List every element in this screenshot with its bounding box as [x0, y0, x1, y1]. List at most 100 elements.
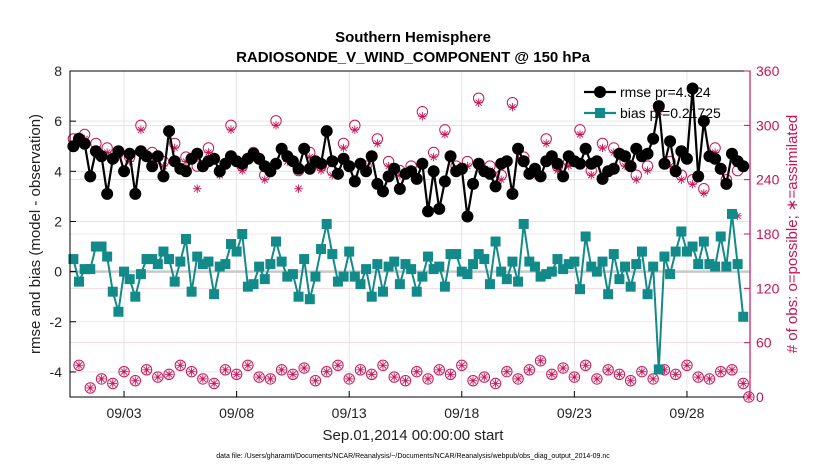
obs-possible-point	[501, 365, 513, 378]
bias-point	[580, 231, 591, 242]
rmse-point	[191, 147, 204, 160]
obs-assimilated-point	[671, 370, 680, 379]
bias-point	[665, 269, 676, 280]
obs-assimilated-point	[97, 374, 106, 384]
obs-possible-point	[298, 362, 310, 374]
rmse-point	[416, 157, 429, 170]
obs-possible-point	[275, 364, 288, 376]
obs-possible-point	[444, 368, 457, 381]
bias-point	[237, 229, 248, 239]
obs-assimilated-point	[136, 125, 146, 135]
obs-possible-point	[152, 371, 164, 383]
obs-assimilated-point	[480, 372, 489, 382]
bias-point	[406, 264, 417, 275]
obs-possible-point	[197, 373, 209, 385]
obs-assimilated-point	[390, 372, 399, 382]
obs-possible-point	[343, 373, 355, 385]
rmse-point	[393, 182, 406, 195]
obs-possible-point	[557, 362, 569, 374]
bias-point	[327, 249, 338, 260]
bias-point	[304, 294, 315, 305]
bias-point	[79, 264, 90, 275]
bias-point	[158, 246, 169, 257]
obs-possible-point	[467, 375, 479, 387]
bias-point	[732, 259, 743, 270]
bias-point	[687, 241, 698, 252]
legend-rmse-marker	[594, 86, 606, 98]
bias-point	[625, 281, 636, 292]
rmse-point	[292, 162, 305, 175]
bias-point	[85, 264, 96, 275]
bias-point	[586, 261, 597, 272]
rmse-point	[669, 165, 682, 178]
bias-point	[456, 266, 467, 277]
rmse-series-layer	[67, 82, 750, 223]
rmse-point	[574, 157, 586, 170]
bias-point	[693, 259, 704, 270]
obs-assimilated-point	[440, 130, 450, 139]
bias-point	[439, 281, 450, 292]
rmse-point	[179, 165, 192, 178]
obs-assimilated-point	[226, 125, 236, 135]
bias-point	[169, 276, 180, 287]
obs-possible-point	[242, 359, 254, 372]
obs-assimilated-point	[322, 367, 331, 376]
y-ticks-right: 0 60 120 180 240 300 360	[744, 63, 780, 405]
bias-point	[152, 259, 163, 270]
rmse-point	[298, 142, 311, 155]
rmse-point	[652, 100, 665, 113]
y-right-tick-label: 180	[756, 226, 780, 242]
bias-point	[608, 249, 619, 260]
obs-possible-point	[253, 371, 265, 383]
obs-assimilated-point	[288, 370, 298, 379]
bias-point	[349, 271, 360, 282]
bias-point	[423, 251, 434, 262]
obs-assimilated-point	[716, 367, 725, 376]
bias-point	[265, 259, 276, 270]
y-right-tick-label: 300	[756, 117, 780, 133]
bias-point	[135, 269, 146, 280]
x-axis-label: Sep.01,2014 00:00:00 start	[323, 427, 505, 444]
rmse-point	[118, 165, 131, 178]
bias-point	[468, 259, 479, 270]
bias-point	[597, 256, 608, 267]
bias-point	[332, 276, 343, 287]
x-tick-label: 09/13	[332, 405, 367, 421]
obs-assimilated-point	[581, 361, 590, 370]
obs-assimilated-point	[615, 370, 624, 379]
bias-point	[648, 261, 659, 272]
rmse-point	[315, 157, 328, 170]
chart-subtitle: RADIOSONDE_V_WIND_COMPONENT @ 150 hPa	[236, 49, 591, 66]
bias-point	[377, 286, 388, 297]
bias-point	[631, 259, 642, 270]
bias-point	[383, 261, 394, 272]
rmse-point	[101, 187, 114, 200]
obs-assimilated-point	[508, 103, 517, 112]
y-tick-label: 8	[54, 63, 62, 79]
obs-possible-point	[208, 377, 220, 390]
obs-assimilated-point	[193, 184, 202, 193]
obs-assimilated-point	[367, 370, 376, 379]
obs-assimilated-point	[525, 365, 534, 375]
x-tick-label: 09/23	[557, 405, 592, 421]
rmse-point	[461, 210, 474, 223]
rmse-point	[360, 165, 373, 178]
y-right-tick-label: 360	[756, 63, 780, 79]
obs-assimilated-point	[547, 370, 557, 379]
obs-assimilated-point	[648, 374, 658, 384]
bias-point	[715, 231, 726, 242]
rmse-point	[320, 125, 333, 138]
obs-possible-point	[422, 373, 434, 385]
rmse-point	[348, 175, 361, 188]
rmse-point	[140, 150, 153, 163]
bias-point	[124, 274, 135, 285]
obs-possible-point	[433, 364, 445, 376]
y-right-tick-label: 240	[756, 172, 780, 188]
obs-assimilated-point	[373, 139, 382, 148]
obs-assimilated-point	[266, 374, 275, 384]
obs-possible-point	[354, 364, 367, 376]
bias-point	[130, 291, 141, 302]
rmse-point	[455, 162, 468, 175]
